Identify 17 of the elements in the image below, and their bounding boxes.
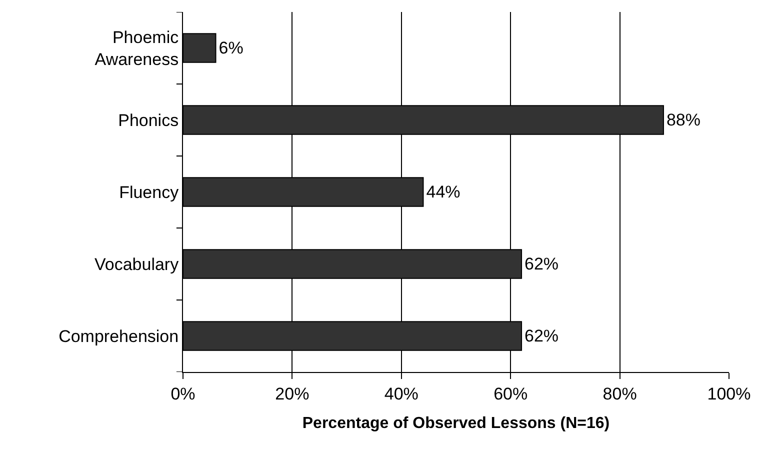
y-tick-label: Fluency — [119, 182, 180, 202]
data-label: 62% — [524, 254, 559, 274]
data-label: 44% — [426, 182, 460, 202]
y-tick-label: Vocabulary — [94, 254, 180, 274]
x-tick-label: 60% — [494, 384, 528, 404]
y-tick-label: Phonics — [118, 110, 179, 130]
x-tick-label: 40% — [384, 384, 418, 404]
x-tick-label: 20% — [275, 384, 310, 404]
x-axis-title: Percentage of Observed Lessons (N=16) — [302, 415, 610, 432]
y-tick-label: Phoemic Awareness — [94, 28, 180, 69]
data-label: 6% — [218, 38, 244, 58]
x-tick-label: 80% — [602, 384, 637, 404]
data-label: 62% — [524, 326, 559, 346]
x-tick-label: 100% — [707, 384, 751, 404]
x-tick-label: 0% — [170, 384, 196, 404]
data-label: 88% — [666, 110, 701, 130]
y-tick-label: Comprehension — [58, 326, 179, 346]
